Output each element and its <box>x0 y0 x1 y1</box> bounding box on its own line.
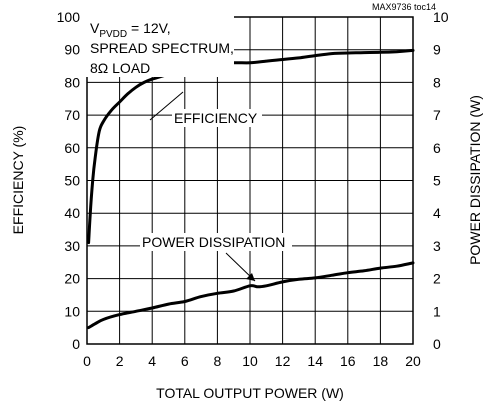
y-left-tick-label: 30 <box>64 238 80 254</box>
y-right-tick-label: 3 <box>433 238 441 254</box>
y-right-tick-label: 10 <box>433 9 449 25</box>
y-left-tick-label: 90 <box>64 42 80 58</box>
efficiency-leader-line <box>149 91 184 121</box>
x-tick-label: 2 <box>116 353 124 369</box>
y-left-axis-title: EFFICIENCY (%) <box>10 126 26 235</box>
x-tick-label: 6 <box>181 353 189 369</box>
y-right-tick-label: 5 <box>433 173 441 189</box>
y-right-tick-label: 7 <box>433 107 441 123</box>
x-tick-label: 20 <box>405 353 421 369</box>
x-tick-label: 4 <box>148 353 156 369</box>
power-dissipation-label-backdrop <box>140 233 292 251</box>
y-right-tick-label: 4 <box>433 205 441 221</box>
power-dissipation-label: POWER DISSIPATION <box>142 234 285 250</box>
y-left-tick-labels: 0 10 20 30 40 50 60 70 80 90 100 <box>57 9 81 352</box>
y-left-tick-label: 20 <box>64 271 80 287</box>
y-right-tick-label: 2 <box>433 271 441 287</box>
x-tick-label: 16 <box>340 353 356 369</box>
condition-line-3: 8Ω LOAD <box>90 60 150 76</box>
y-right-tick-label: 0 <box>433 336 441 352</box>
x-axis-title: TOTAL OUTPUT POWER (W) <box>156 385 344 401</box>
x-tick-label: 8 <box>214 353 222 369</box>
plot-frame <box>86 16 414 345</box>
x-tick-label: 12 <box>275 353 291 369</box>
y-left-tick-label: 0 <box>72 336 80 352</box>
y-right-axis-title: POWER DISSIPATION (W) <box>467 95 483 265</box>
y-left-tick-label: 10 <box>64 303 80 319</box>
y-left-tick-label: 70 <box>64 107 80 123</box>
y-right-tick-label: 9 <box>433 42 441 58</box>
y-right-tick-labels: 0 1 2 3 4 5 6 7 8 9 10 <box>433 9 449 352</box>
condition-line-1: VPVDD = 12V, <box>90 20 171 40</box>
y-left-tick-label: 60 <box>64 140 80 156</box>
y-right-tick-label: 8 <box>433 74 441 90</box>
x-tick-labels: 0 2 4 6 8 10 12 14 16 18 20 <box>83 353 421 369</box>
x-tick-label: 10 <box>242 353 258 369</box>
x-tick-label: 18 <box>373 353 389 369</box>
y-left-tick-label: 50 <box>64 173 80 189</box>
power-dissipation-arrowhead <box>246 273 255 281</box>
y-left-tick-label: 40 <box>64 205 80 221</box>
series-line-power-dissipation <box>87 261 415 330</box>
y-left-tick-label: 80 <box>64 74 80 90</box>
y-right-tick-label: 6 <box>433 140 441 156</box>
y-left-tick-label: 100 <box>57 9 81 25</box>
series-line-efficiency <box>87 48 415 245</box>
figure-ref-code: MAX9736 toc14 <box>372 2 436 12</box>
x-tick-label: 0 <box>83 353 91 369</box>
efficiency-label: EFFICIENCY <box>174 110 258 126</box>
efficiency-label-backdrop <box>172 109 262 127</box>
condition-line-2: SPREAD SPECTRUM, <box>90 40 234 56</box>
x-tick-label: 14 <box>307 353 323 369</box>
y-right-tick-label: 1 <box>433 303 441 319</box>
conditions-backdrop <box>86 15 234 77</box>
